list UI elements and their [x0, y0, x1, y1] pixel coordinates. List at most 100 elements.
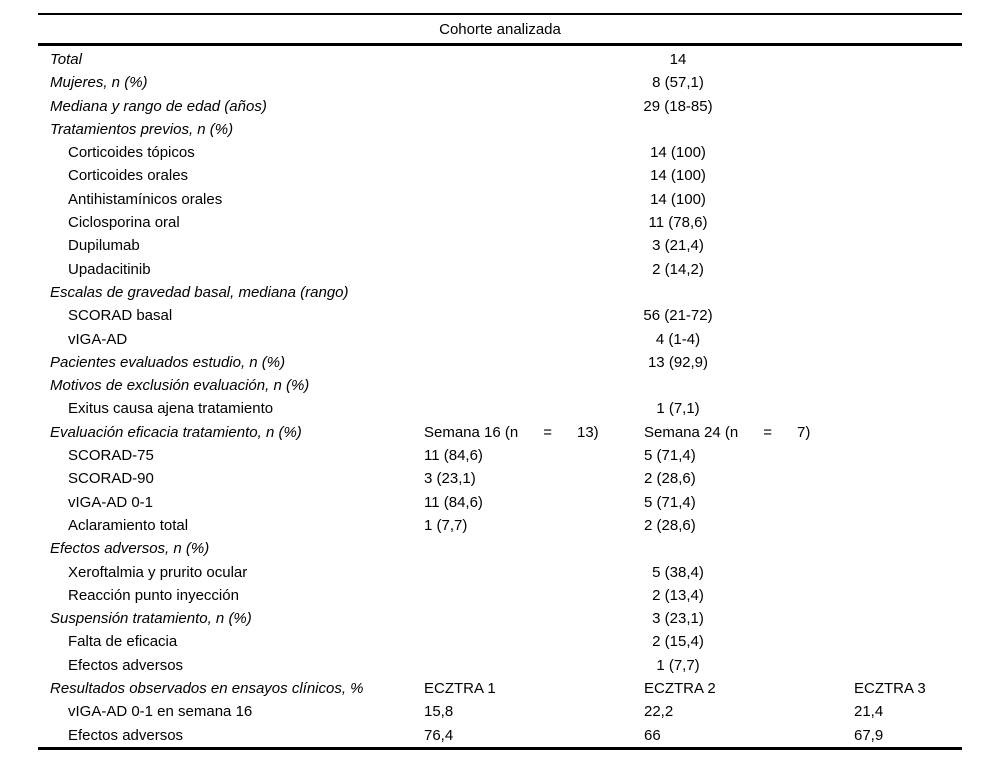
table-row: vIGA-AD 4 (1-4): [38, 328, 962, 351]
row-value: 11 (84,6): [424, 493, 483, 511]
row-label: Corticoides orales: [68, 167, 189, 185]
table-row: SCORAD-75 11 (84,6) 5 (71,4): [38, 444, 962, 467]
row-label: Efectos adversos: [68, 726, 184, 744]
row-value: 3 (23,1): [424, 470, 476, 488]
table-row: Evaluación eficacia tratamiento, n (%) Se…: [38, 421, 962, 444]
row-label: Ciclosporina oral: [68, 214, 180, 232]
row-value: ECZTRA 2: [644, 680, 716, 698]
row-label: Falta de eficacia: [68, 633, 178, 651]
row-value: 4 (1-4): [655, 330, 701, 348]
table-row: Escalas de gravedad basal, mediana (rang…: [38, 281, 962, 304]
row-value: ECZTRA 1: [424, 680, 496, 698]
row-label: Motivos de exclusión evaluación, n (%): [50, 377, 310, 395]
table-header: Cohorte analizada: [38, 15, 962, 43]
row-label: Evaluación eficacia tratamiento, n (%): [50, 423, 302, 441]
row-value: 21,4: [854, 703, 884, 721]
table-row: Corticoides tópicos 14 (100): [38, 141, 962, 164]
row-value: 14 (100): [650, 167, 706, 185]
row-value: 56 (21-72): [643, 307, 713, 325]
row-value: 1 (7,1): [656, 400, 700, 418]
table-row: Exitus causa ajena tratamiento 1 (7,1): [38, 397, 962, 420]
row-label: Dupilumab: [68, 237, 140, 255]
row-value: 14 (100): [650, 144, 706, 162]
table-row: Falta de eficacia 2 (15,4): [38, 630, 962, 653]
row-value: 11 (84,6): [424, 447, 483, 465]
row-value: 14: [669, 51, 687, 68]
table-row: Efectos adversos 1 (7,7): [38, 654, 962, 677]
row-value: Semana 24 (n = 7): [644, 423, 811, 441]
row-value: 67,9: [854, 726, 884, 744]
row-label: Escalas de gravedad basal, mediana (rang…: [50, 283, 349, 301]
cohort-table: Cohorte analizada Total 14 Mujeres, n (%) 8…: [38, 13, 962, 750]
row-label: Corticoides tópicos: [68, 144, 195, 162]
table-row: Total 14: [38, 48, 962, 71]
row-label: vIGA-AD 0-1 en semana 16: [68, 703, 253, 721]
row-value: 2 (28,6): [644, 470, 696, 488]
table-row: SCORAD-90 3 (23,1) 2 (28,6): [38, 467, 962, 490]
row-value: 13 (92,9): [647, 353, 709, 371]
row-label: Resultados observados en ensayos clínico…: [50, 680, 364, 698]
row-value: 2 (14,2): [652, 260, 704, 278]
table-row: Upadacitinib 2 (14,2): [38, 258, 962, 281]
row-label: vIGA-AD: [68, 330, 128, 348]
table-row: Antihistamínicos orales 14 (100): [38, 188, 962, 211]
table-row: Suspensión tratamiento, n (%) 3 (23,1): [38, 607, 962, 630]
row-label: Suspensión tratamiento, n (%): [50, 610, 252, 628]
row-label: vIGA-AD 0-1: [68, 493, 154, 511]
row-value: 66: [644, 726, 661, 744]
table-row: Xeroftalmia y prurito ocular 5 (38,4): [38, 561, 962, 584]
row-value: 76,4: [424, 726, 454, 744]
row-label: Total: [50, 51, 82, 68]
table-row: Aclaramiento total 1 (7,7) 2 (28,6): [38, 514, 962, 537]
table-row: vIGA-AD 0-1 11 (84,6) 5 (71,4): [38, 491, 962, 514]
table-row: Efectos adversos 76,4 66 67,9: [38, 724, 962, 747]
row-value: 15,8: [424, 703, 454, 721]
row-value: Semana 16 (n = 13): [424, 423, 599, 441]
row-label: Efectos adversos, n (%): [50, 540, 210, 558]
table-row: Efectos adversos, n (%): [38, 537, 962, 560]
row-label: SCORAD-90: [68, 470, 154, 488]
table-row: Mujeres, n (%) 8 (57,1): [38, 71, 962, 94]
row-value: 2 (13,4): [652, 586, 704, 604]
row-label: Mediana y rango de edad (años): [50, 97, 267, 115]
table-row: SCORAD basal 56 (21-72): [38, 304, 962, 327]
row-value: 1 (7,7): [424, 516, 468, 534]
table-body: Total 14 Mujeres, n (%) 8 (57,1) Mediana y r…: [38, 46, 962, 747]
table-row: vIGA-AD 0-1 en semana 16 15,8 22,2 21,4: [38, 700, 962, 723]
row-value: ECZTRA 3: [854, 680, 926, 698]
table-row: Tratamientos previos, n (%): [38, 118, 962, 141]
row-value: 8 (57,1): [652, 74, 704, 92]
row-value: 14 (100): [650, 190, 706, 208]
row-label: Pacientes evaluados estudio, n (%): [50, 353, 286, 371]
row-value: 3 (21,4): [652, 237, 704, 255]
row-value: 22,2: [644, 703, 674, 721]
table-bottom-rule: [38, 746, 962, 750]
row-label: Upadacitinib: [68, 260, 151, 278]
row-value: 3 (23,1): [652, 610, 704, 628]
table-row: Resultados observados en ensayos clínico…: [38, 677, 962, 700]
row-value: 2 (15,4): [652, 633, 704, 651]
table-row: Motivos de exclusión evaluación, n (%): [38, 374, 962, 397]
row-value: 5 (71,4): [644, 447, 696, 465]
row-label: Aclaramiento total: [68, 516, 189, 534]
table-row: Pacientes evaluados estudio, n (%) 13 (92…: [38, 351, 962, 374]
row-label: Tratamientos previos, n (%): [50, 120, 234, 138]
row-label: Antihistamínicos orales: [68, 190, 223, 208]
table-row: Dupilumab 3 (21,4): [38, 234, 962, 257]
row-label: Mujeres, n (%): [50, 74, 148, 92]
table-top-rule: [38, 13, 962, 15]
row-value: 29 (18-85): [643, 97, 713, 115]
row-label: Reacción punto inyección: [68, 586, 239, 604]
row-label: Xeroftalmia y prurito ocular: [68, 563, 248, 581]
table-row: Mediana y rango de edad (años) 29 (18-85): [38, 95, 962, 118]
row-value: 2 (28,6): [644, 516, 696, 534]
row-value: 1 (7,7): [656, 656, 700, 674]
row-value: 5 (38,4): [652, 563, 704, 581]
row-value: 5 (71,4): [644, 493, 696, 511]
row-label: Exitus causa ajena tratamiento: [68, 400, 274, 418]
row-label: Efectos adversos: [68, 656, 184, 674]
table-row: Corticoides orales 14 (100): [38, 164, 962, 187]
row-value: 11 (78,6): [648, 214, 708, 232]
row-label: SCORAD-75: [68, 447, 154, 465]
row-label: SCORAD basal: [68, 307, 173, 325]
